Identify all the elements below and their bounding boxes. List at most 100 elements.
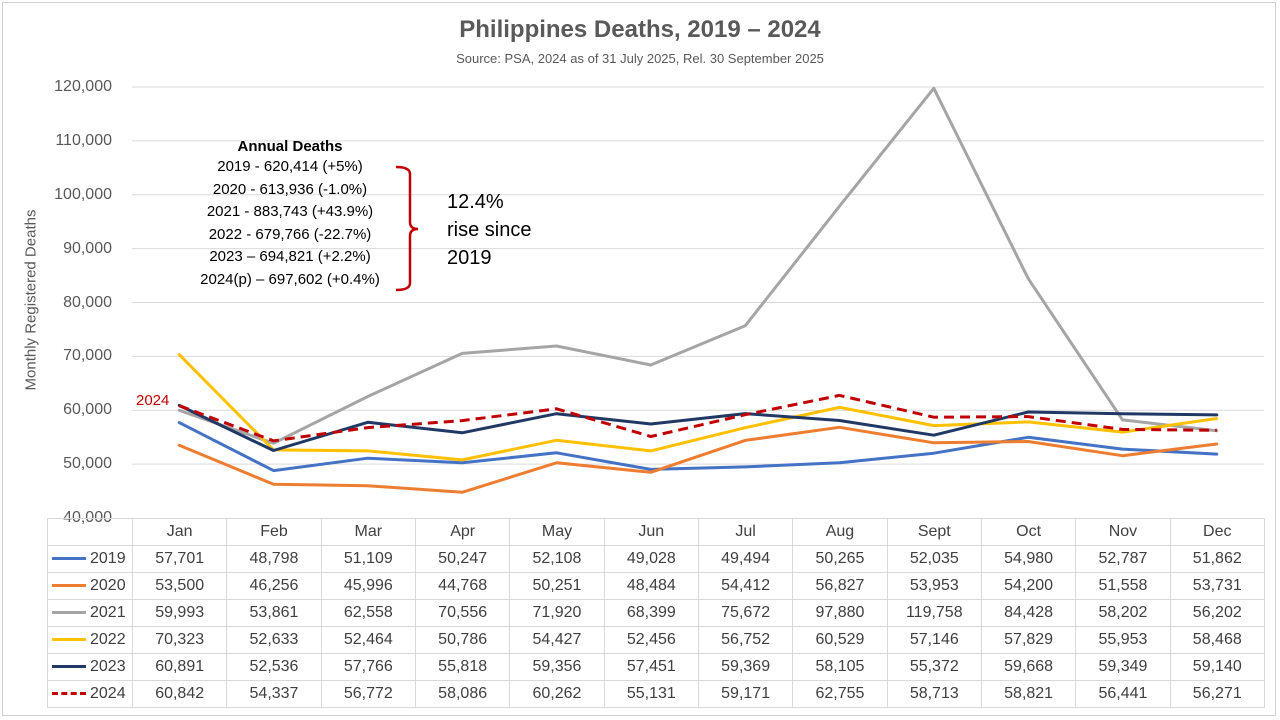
- data-label: 52,035: [886, 545, 982, 573]
- data-label: 51,558: [1075, 572, 1171, 600]
- data-label: 70,323: [131, 626, 228, 654]
- table-header-row: Jan Feb Mar Apr May Jun Jul Aug Sept Oct Nov Dec: [47, 518, 1265, 546]
- y-tick-label: 110,000: [55, 131, 112, 149]
- data-label: 50,265: [792, 545, 888, 573]
- rise-percent: 12.4%: [447, 191, 504, 213]
- data-label: 57,829: [980, 626, 1077, 654]
- table-row: 2023 60,891 52,536 57,766 55,818 59,356 57,451…: [47, 653, 1265, 681]
- data-label: 59,171: [697, 680, 794, 708]
- legend-entry: 2024: [47, 680, 133, 708]
- legend-label: 2023: [90, 658, 126, 675]
- y-tick-label: 100,000: [54, 185, 112, 203]
- x-tick-label: Dec: [1169, 518, 1265, 546]
- data-label: 62,558: [320, 599, 416, 627]
- data-label: 50,786: [414, 626, 511, 654]
- legend-swatch: [52, 692, 86, 696]
- data-label: 55,818: [414, 653, 511, 681]
- legend-label: 2020: [90, 577, 126, 594]
- data-label: 53,500: [131, 572, 228, 600]
- legend-entry: 2020: [47, 572, 133, 600]
- rise-annotation: 12.4% rise since 2019: [447, 188, 531, 272]
- data-label: 52,108: [509, 545, 605, 573]
- data-label: 59,993: [131, 599, 228, 627]
- data-label: 58,105: [792, 653, 888, 681]
- rise-year: 2019: [447, 247, 492, 269]
- legend-entry: 2019: [47, 545, 133, 573]
- data-label: 55,372: [886, 653, 982, 681]
- chart-title: Philippines Deaths, 2019 – 2024: [459, 16, 821, 43]
- bracket-annotation: [395, 165, 419, 292]
- data-label: 57,766: [320, 653, 416, 681]
- data-label: 54,980: [980, 545, 1077, 573]
- x-tick-label: Jul: [697, 518, 794, 546]
- x-tick-label: Apr: [414, 518, 511, 546]
- data-label: 56,772: [320, 680, 416, 708]
- data-label: 75,672: [697, 599, 794, 627]
- annual-row: 2024(p) – 697,602 (+0.4%): [200, 270, 380, 288]
- data-label: 62,755: [792, 680, 888, 708]
- series-line-2019: [177, 421, 1219, 473]
- data-label: 52,787: [1075, 545, 1171, 573]
- rise-text: rise since: [447, 219, 532, 241]
- data-label: 71,920: [509, 599, 605, 627]
- legend-label: 2021: [90, 604, 126, 621]
- data-label: 56,752: [697, 626, 794, 654]
- data-label: 46,256: [226, 572, 322, 600]
- chart-subtitle: Source: PSA, 2024 as of 31 July 2025, Re…: [456, 51, 824, 66]
- table-row: 2019 57,701 48,798 51,109 50,247 52,108 49,028…: [47, 545, 1265, 573]
- data-label: 59,668: [980, 653, 1077, 681]
- series-line-2023: [177, 403, 1219, 452]
- data-label: 44,768: [414, 572, 511, 600]
- data-label: 54,337: [226, 680, 322, 708]
- data-label: 52,464: [320, 626, 416, 654]
- table-row: 2021 59,993 53,861 62,558 70,556 71,920 68,399…: [47, 599, 1265, 627]
- data-label: 48,484: [603, 572, 699, 600]
- y-tick-label: 70,000: [63, 347, 112, 365]
- data-label: 59,349: [1075, 653, 1171, 681]
- x-tick-label: Jun: [603, 518, 699, 546]
- data-label: 54,200: [980, 572, 1077, 600]
- data-label: 50,247: [414, 545, 511, 573]
- x-tick-label: Feb: [226, 518, 322, 546]
- data-label: 53,861: [226, 599, 322, 627]
- x-tick-label: Sept: [886, 518, 982, 546]
- annual-row: 2021 - 883,743 (+43.9%): [206, 203, 374, 221]
- table-row: 2024 60,842 54,337 56,772 58,086 60,262 55,131…: [47, 680, 1265, 708]
- data-label: 58,468: [1169, 626, 1265, 654]
- annual-row: 2020 - 613,936 (-1.0%): [212, 180, 368, 198]
- data-label: 52,536: [226, 653, 322, 681]
- data-label: 52,456: [603, 626, 699, 654]
- data-label: 84,428: [980, 599, 1077, 627]
- data-label: 60,262: [509, 680, 605, 708]
- legend-swatch: [52, 638, 86, 642]
- annual-row: 2023 – 694,821 (+2.2%): [209, 248, 371, 266]
- x-tick-label: Jan: [131, 518, 228, 546]
- data-label: 59,140: [1169, 653, 1265, 681]
- data-label: 56,202: [1169, 599, 1265, 627]
- x-tick-label: Aug: [792, 518, 888, 546]
- data-label: 68,399: [603, 599, 699, 627]
- legend-entry: 2021: [47, 599, 133, 627]
- data-label: 54,412: [697, 572, 794, 600]
- data-label: 45,996: [320, 572, 416, 600]
- legend-swatch: [52, 584, 86, 588]
- data-label: 55,953: [1075, 626, 1171, 654]
- legend-swatch: [52, 665, 86, 669]
- legend-label: 2022: [90, 631, 126, 648]
- data-label: 57,701: [131, 545, 228, 573]
- data-label: 59,356: [509, 653, 605, 681]
- legend-label: 2019: [90, 550, 126, 567]
- data-label: 53,731: [1169, 572, 1265, 600]
- annual-deaths-title: Annual Deaths: [237, 138, 343, 155]
- data-label: 119,758: [886, 599, 982, 627]
- data-label: 57,451: [603, 653, 699, 681]
- series-line-2022: [177, 353, 1219, 462]
- legend-entry: 2023: [47, 653, 133, 681]
- annual-row: 2019 - 620,414 (+5%): [217, 158, 363, 175]
- data-label: 70,556: [414, 599, 511, 627]
- y-tick-label: 90,000: [63, 239, 112, 257]
- data-table: Jan Feb Mar Apr May Jun Jul Aug Sept Oct Nov Dec 201…: [47, 518, 1265, 708]
- data-label: 49,028: [603, 545, 699, 573]
- table-row: 2020 53,500 46,256 45,996 44,768 50,251 48,484…: [47, 572, 1265, 600]
